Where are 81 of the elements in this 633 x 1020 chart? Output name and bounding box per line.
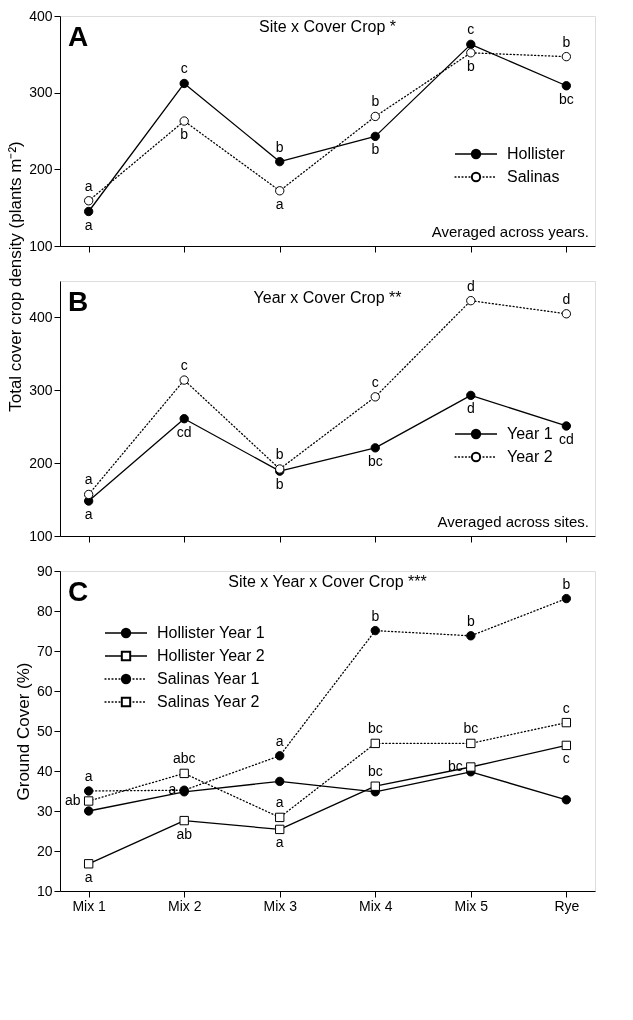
data-label: b xyxy=(562,33,571,50)
annotation: Averaged across years. xyxy=(431,223,589,240)
data-label: c xyxy=(180,357,188,374)
data-label: ab xyxy=(176,825,193,842)
data-label: b xyxy=(180,126,189,143)
y-axis-title: Ground Cover (%) xyxy=(13,662,33,801)
y-tick-label: 400 xyxy=(29,7,53,24)
data-label: b xyxy=(275,445,284,462)
y-tick-label: 90 xyxy=(36,562,53,579)
y-tick-label: 400 xyxy=(29,308,53,325)
x-tick-label: Mix 3 xyxy=(263,897,298,914)
data-label: a xyxy=(275,732,284,749)
x-tick-label: Mix 1 xyxy=(72,897,107,914)
annotation: A xyxy=(68,21,89,52)
data-label: a xyxy=(275,834,284,851)
y-tick-label: 30 xyxy=(36,802,53,819)
data-label: b xyxy=(275,138,284,155)
data-label: a xyxy=(84,768,93,784)
data-label: d xyxy=(466,400,475,417)
y-tick-label: 100 xyxy=(29,527,53,544)
data-label: a xyxy=(84,506,93,523)
data-label: c xyxy=(562,699,570,716)
data-label: cd xyxy=(176,423,192,440)
y-tick-label: 200 xyxy=(29,160,53,177)
data-label: a xyxy=(84,868,93,885)
y-tick-label: 300 xyxy=(29,381,53,398)
legend-label: Year 2 xyxy=(507,448,553,465)
data-label: c xyxy=(562,750,570,767)
text: Year x Cover Crop ** xyxy=(253,288,402,306)
chart-title: Site x Year x Cover Crop *** xyxy=(228,573,427,590)
data-label: bc xyxy=(367,763,383,780)
data-label: bc xyxy=(463,720,479,737)
data-label: c xyxy=(467,21,475,38)
y-tick-label: 80 xyxy=(36,602,53,619)
annotation: B xyxy=(68,286,89,317)
x-tick-label: Rye xyxy=(554,897,580,914)
legend-label: Year 1 xyxy=(507,425,553,442)
y-tick-label: 70 xyxy=(36,642,53,659)
data-label: b xyxy=(371,93,380,110)
data-label: cd xyxy=(558,430,574,447)
legend-label: Hollister Year 2 xyxy=(157,647,265,664)
data-label: b xyxy=(275,476,284,493)
data-label: a xyxy=(84,471,93,488)
data-label: c xyxy=(180,60,188,77)
data-label: c xyxy=(371,373,379,390)
legend-label: Hollister xyxy=(507,145,566,162)
y-tick-label: 200 xyxy=(29,454,53,471)
y-tick-label: 10 xyxy=(36,882,53,899)
chart-title: Site x Cover Crop * xyxy=(259,18,396,35)
data-label: b xyxy=(562,575,571,592)
y-tick-label: 50 xyxy=(36,722,53,739)
data-label: bc xyxy=(558,90,574,107)
legend-label: Salinas Year 2 xyxy=(157,693,260,710)
y-axis-title: Total cover crop density (plants m⁻²) xyxy=(6,141,26,412)
data-label: b xyxy=(466,57,475,74)
legend-label: Hollister Year 1 xyxy=(157,624,265,641)
y-tick-label: 300 xyxy=(29,84,53,101)
y-tick-label: 100 xyxy=(29,237,53,254)
x-tick-label: Mix 4 xyxy=(359,897,393,914)
x-tick-label: Mix 5 xyxy=(454,897,489,914)
y-tick-label: 20 xyxy=(36,842,53,859)
data-label: ab xyxy=(65,792,81,808)
data-label: a xyxy=(84,216,93,233)
data-label: a xyxy=(84,177,93,194)
annotation: Averaged across sites. xyxy=(437,513,589,530)
legend-label: Salinas Year 1 xyxy=(157,670,260,687)
data-label: abc xyxy=(172,750,196,767)
y-tick-label: 40 xyxy=(36,762,53,779)
data-label: b xyxy=(371,141,380,158)
data-label: a xyxy=(275,794,284,811)
data-label: a xyxy=(275,195,284,212)
legend-label: Salinas xyxy=(507,168,560,185)
data-label: d xyxy=(562,290,571,307)
y-tick-label: 60 xyxy=(36,682,53,699)
data-label: b xyxy=(466,612,475,629)
x-tick-label: Mix 2 xyxy=(167,897,202,914)
data-label: bc xyxy=(367,452,383,469)
data-label: bc xyxy=(367,720,383,737)
annotation: C xyxy=(68,576,89,607)
data-label: d xyxy=(466,277,475,294)
data-label: b xyxy=(371,607,380,624)
